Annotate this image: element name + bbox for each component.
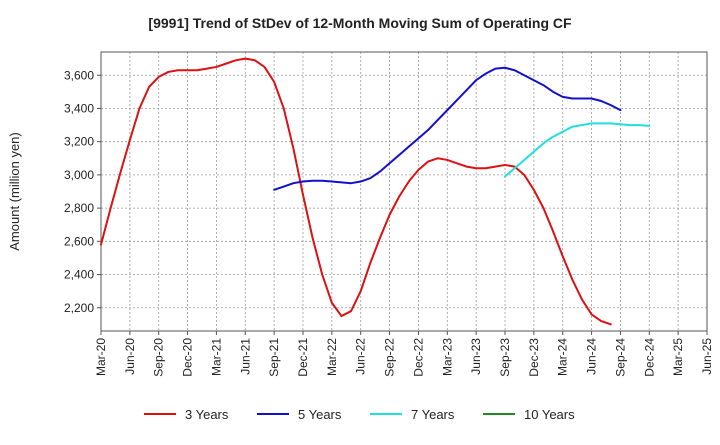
y-tick-label: 3,600	[64, 68, 94, 82]
x-tick-label: Mar-22	[325, 338, 339, 376]
series-layer	[100, 57, 651, 326]
y-tick-label: 3,400	[64, 101, 94, 115]
x-tick-label: Jun-21	[238, 338, 252, 375]
legend-label: 5 Years	[298, 407, 342, 422]
y-tick-label: 2,200	[64, 301, 94, 315]
y-tick-label: 3,200	[64, 135, 94, 149]
x-tick-label: Sep-20	[152, 338, 166, 377]
y-axis-label: Amount (million yen)	[7, 132, 22, 251]
x-tick-label: Sep-24	[613, 338, 627, 377]
x-tick-label: Dec-21	[296, 338, 310, 377]
series-line	[100, 57, 612, 326]
x-tick-label: Mar-23	[440, 338, 454, 376]
x-tick-label: Dec-22	[411, 338, 425, 377]
series-line	[273, 66, 622, 191]
x-tick-label: Jun-25	[700, 338, 714, 375]
legend-label: 7 Years	[411, 407, 455, 422]
axis-layer: 2,200 2,400 2,600 2,800 3,000 3,200 3,400 3,600…	[64, 51, 714, 377]
y-tick-label: 2,800	[64, 201, 94, 215]
plot-area	[101, 52, 707, 331]
grid-layer	[100, 52, 708, 331]
x-tick-label: Mar-25	[671, 338, 685, 376]
series-line	[504, 122, 651, 178]
x-tick-label: Jun-22	[354, 338, 368, 375]
legend-label: 3 Years	[185, 407, 229, 422]
chart-title: [9991] Trend of StDev of 12-Month Moving…	[148, 15, 572, 31]
x-tick-label: Jun-24	[585, 338, 599, 375]
y-tick-label: 2,400	[64, 268, 94, 282]
plot-frame	[100, 51, 708, 332]
x-tick-label: Mar-21	[209, 338, 223, 376]
legend-label: 10 Years	[524, 407, 575, 422]
x-tick-label: Sep-23	[498, 338, 512, 377]
y-tick-label: 2,600	[64, 234, 94, 248]
x-tick-label: Dec-20	[181, 338, 195, 377]
x-tick-label: Sep-21	[267, 338, 281, 377]
y-tick-label: 3,000	[64, 168, 94, 182]
x-tick-label: Dec-23	[527, 338, 541, 377]
x-tick-label: Dec-24	[642, 338, 656, 377]
x-tick-label: Sep-22	[383, 338, 397, 377]
x-tick-label: Mar-20	[94, 338, 108, 376]
x-tick-label: Mar-24	[556, 338, 570, 376]
x-tick-label: Jun-23	[469, 338, 483, 375]
legend: 3 Years 5 Years 7 Years 10 Years	[144, 407, 575, 422]
x-tick-label: Jun-20	[123, 338, 137, 375]
